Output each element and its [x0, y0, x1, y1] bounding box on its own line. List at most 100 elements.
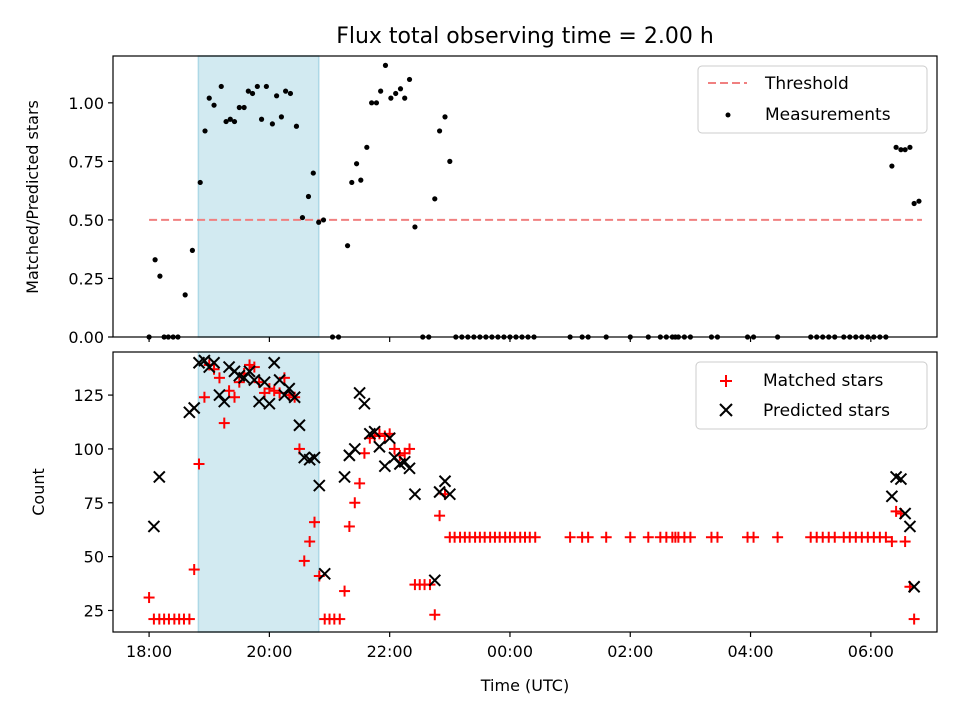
- matched-star-point: [343, 520, 355, 532]
- predicted-star-point: [398, 455, 411, 469]
- matched-star-point: [582, 531, 594, 543]
- measurement-point: [182, 292, 188, 298]
- measurement-point: [378, 88, 384, 94]
- predicted-star-point: [907, 580, 921, 593]
- measurement-point: [283, 88, 289, 94]
- measurement-point: [432, 196, 438, 202]
- measurements-legend-swatch: [725, 112, 731, 118]
- matched-star-point: [600, 531, 612, 543]
- matched-star-point: [886, 536, 898, 548]
- matched-star-point: [564, 531, 576, 543]
- measurement-point: [388, 95, 394, 101]
- predicted-star-point: [278, 388, 291, 402]
- measurement-point: [902, 147, 908, 153]
- measurement-point: [436, 128, 443, 134]
- top-y-axis-label: Matched/Predicted stars: [23, 100, 42, 294]
- predicted-star-point: [248, 373, 261, 387]
- matched-star-point: [529, 531, 541, 543]
- measurement-point: [152, 257, 158, 263]
- matched-star-point: [434, 510, 446, 522]
- matched-star-point: [308, 516, 320, 528]
- y-tick-label: 125: [73, 386, 104, 405]
- x-tick-label: 18:00: [126, 642, 172, 661]
- measurement-point: [245, 88, 251, 94]
- matched-star-point: [388, 443, 400, 455]
- measurement-point: [412, 224, 418, 230]
- count-points: [143, 354, 921, 625]
- x-tick-label: 20:00: [246, 642, 292, 661]
- matched-star-point: [213, 372, 225, 384]
- predicted-star-point: [207, 356, 221, 369]
- predicted-legend-label: Predicted stars: [763, 401, 890, 421]
- matched-star-point: [642, 531, 654, 543]
- measurement-point: [358, 177, 364, 183]
- matched-legend-label: Matched stars: [763, 371, 883, 391]
- matched-star-point: [772, 531, 784, 543]
- x-tick-label: 02:00: [607, 642, 653, 661]
- measurement-point: [397, 86, 404, 92]
- matched-star-point: [358, 447, 370, 459]
- matched-star-point: [748, 531, 760, 543]
- predicted-star-point: [252, 395, 266, 408]
- measurement-point: [223, 118, 229, 125]
- measurement-point: [236, 104, 242, 111]
- x-tick-label: 00:00: [487, 642, 533, 661]
- measurement-point: [893, 144, 899, 150]
- measurement-point: [402, 95, 408, 101]
- matched-star-point: [183, 613, 195, 625]
- predicted-star-point: [894, 472, 908, 486]
- predicted-legend-swatch: [719, 403, 733, 417]
- x-tick-label: 06:00: [848, 642, 894, 661]
- matched-star-point: [899, 536, 911, 548]
- matched-star-point: [143, 592, 155, 604]
- x-tick-label: 04:00: [727, 642, 773, 661]
- measurement-point: [258, 116, 265, 122]
- measurement-point: [349, 179, 355, 186]
- predicted-star-point: [438, 475, 452, 488]
- predicted-star-point: [403, 462, 416, 475]
- y-tick-label: 0.00: [68, 328, 104, 347]
- predicted-star-point: [213, 388, 226, 402]
- measurement-point: [197, 179, 203, 186]
- measurement-point: [373, 100, 380, 106]
- chart-title: Flux total observing time = 2.00 h: [336, 24, 714, 49]
- matched-star-point: [218, 417, 230, 429]
- matched-star-point: [349, 497, 361, 509]
- plot-frame: [112, 55, 938, 338]
- measurement-point: [269, 121, 275, 127]
- predicted-star-point: [338, 470, 351, 484]
- bottom-axes: 25 50 75 100 125 18:00 20:00 22:00 00:00 02:00 04:…: [73, 351, 938, 661]
- matched-star-point: [711, 531, 723, 543]
- predicted-star-point: [885, 490, 899, 503]
- matched-star-point: [880, 531, 892, 543]
- predicted-star-point: [428, 574, 441, 587]
- highlight-span-rect: [197, 351, 320, 633]
- matched-legend-swatch: [720, 375, 732, 387]
- measurement-point: [447, 158, 453, 164]
- matched-star-point: [304, 536, 316, 548]
- y-tick-label: 0.50: [68, 211, 104, 230]
- measurement-point: [889, 163, 895, 169]
- top-panel: 0.00 0.25 0.50 0.75 1.00 Matched/Predicted s…: [23, 55, 938, 347]
- measurement-point: [911, 200, 917, 207]
- y-tick-label: 25: [84, 601, 104, 620]
- predicted-star-point: [258, 375, 271, 389]
- predicted-star-point: [898, 507, 912, 520]
- measurement-point: [231, 118, 238, 125]
- highlight-span: [197, 351, 320, 633]
- measurement-point: [353, 161, 360, 167]
- matched-star-point: [624, 531, 636, 543]
- y-tick-label: 100: [73, 440, 104, 459]
- predicted-star-point: [313, 479, 326, 492]
- matched-star-point: [244, 359, 256, 371]
- matched-star-point: [268, 385, 280, 397]
- bottom-legend: Matched stars Predicted stars: [695, 361, 928, 430]
- predicted-star-point: [293, 419, 306, 432]
- predicted-star-point: [348, 442, 361, 456]
- matched-star-point: [684, 531, 696, 543]
- predicted-star-point: [358, 397, 371, 410]
- predicted-star-point: [368, 425, 381, 438]
- matched-star-point: [334, 613, 346, 625]
- threshold-legend-label: Threshold: [764, 74, 849, 94]
- y-tick-label: 0.75: [68, 152, 104, 171]
